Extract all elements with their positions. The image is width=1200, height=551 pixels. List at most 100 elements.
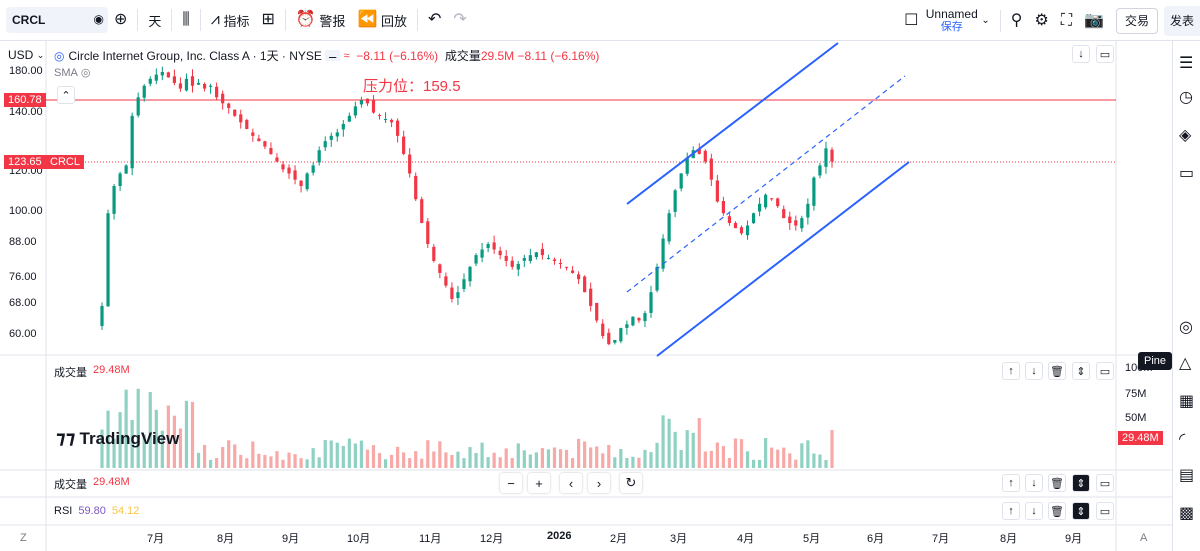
pine-editor-icon[interactable]: △ — [1179, 355, 1192, 372]
add-symbol-button[interactable]: ⊕ — [108, 0, 133, 41]
auto-scale-button[interactable]: A — [1140, 532, 1148, 544]
volume-bar — [148, 392, 152, 468]
volume-bar — [239, 454, 243, 468]
timezone-button[interactable]: Z — [20, 532, 27, 544]
resistance-annotation[interactable]: 压力位：159.5 — [363, 78, 461, 95]
pane-delete-button[interactable]: 🗑 — [1048, 474, 1066, 492]
pane-move-down-button[interactable]: ↓ — [1025, 502, 1043, 520]
volume-bar — [480, 442, 484, 468]
rewind-icon: ⏪ — [357, 11, 378, 28]
volume-bar — [631, 456, 635, 468]
zoom-in-button[interactable]: + — [528, 473, 550, 493]
chart-type-button[interactable]: ⫼ — [176, 0, 195, 41]
target-icon[interactable]: ◎ — [1179, 319, 1193, 336]
chat-icon[interactable]: ▭ — [1179, 165, 1195, 182]
candle-body — [806, 203, 810, 218]
pane-delete-button[interactable]: 🗑 — [1048, 362, 1066, 380]
volume-label[interactable]: 成交量 — [54, 367, 87, 379]
volume-bar — [564, 449, 569, 468]
pane-move-up-button[interactable]: ↑ — [1002, 474, 1020, 492]
eye-off-icon[interactable]: ⚊ — [325, 50, 341, 61]
reset-chart-button[interactable]: ↻ — [620, 473, 642, 493]
volume-bar — [510, 458, 514, 468]
maximize-icon: ▭ — [1099, 477, 1111, 490]
candle-body — [257, 138, 261, 142]
redo-button[interactable]: ↷ — [447, 0, 472, 41]
symbol-options-icon[interactable]: ◉ — [93, 12, 104, 26]
candle-body — [371, 99, 376, 113]
volume-bar — [643, 449, 647, 468]
undo-button[interactable]: ↶ — [422, 0, 447, 41]
alert-button[interactable]: ⏰ 警报 — [290, 0, 352, 41]
volume-bar — [178, 428, 183, 468]
snapshot-button[interactable]: 📷 — [1078, 0, 1110, 41]
candle-body — [414, 175, 418, 200]
pane-maximize-button[interactable]: ▭ — [1096, 362, 1114, 380]
candle-body — [528, 255, 532, 262]
quick-search-button[interactable]: ⚲ — [1005, 0, 1029, 41]
scroll-right-button[interactable]: › — [588, 473, 610, 493]
candle-body — [564, 266, 569, 268]
scroll-left-button[interactable]: ‹ — [560, 473, 582, 493]
volume-bar — [733, 438, 738, 468]
pane-expand-button[interactable]: ⇕ — [1072, 502, 1090, 520]
rsi-value: 59.80 — [78, 505, 106, 517]
volume-bar — [613, 457, 617, 468]
replay-button[interactable]: ⏪ 回放 — [351, 0, 413, 41]
calendar-icon[interactable]: ▦ — [1179, 393, 1195, 410]
publish-button[interactable]: 发表 — [1163, 5, 1200, 36]
symbol-title[interactable]: Circle Internet Group, Inc. Class A · 1天… — [68, 49, 322, 63]
tradingview-logo[interactable]: ⁊⁊ TradingView — [56, 427, 179, 450]
pane-expand-button[interactable]: ⇕ — [1072, 474, 1090, 492]
rsi-label[interactable]: RSI — [54, 505, 73, 517]
zoom-out-button[interactable]: − — [500, 473, 522, 493]
toolbar-divider — [417, 9, 418, 31]
indicators-button[interactable]: ⩘ 指标 — [205, 0, 256, 41]
channel-mid-line[interactable] — [626, 75, 906, 293]
settings-button[interactable]: ⚙ — [1029, 0, 1055, 41]
channel-lower-line[interactable] — [656, 161, 910, 357]
pane-maximize-button[interactable]: ▭ — [1096, 502, 1114, 520]
volume2-label[interactable]: 成交量 — [54, 479, 87, 491]
templates-button[interactable]: ⊞ — [255, 0, 280, 41]
screener-icon[interactable]: ▤ — [1179, 467, 1195, 484]
pane-maximize-button[interactable]: ▭ — [1096, 45, 1114, 63]
pane-move-down-button[interactable]: ↓ — [1072, 45, 1090, 63]
pane-move-up-button[interactable]: ↑ — [1002, 502, 1020, 520]
pane-move-down-button[interactable]: ↓ — [1025, 474, 1043, 492]
chart-canvas[interactable] — [0, 41, 1172, 551]
layout-button[interactable]: ☐ Unnamed 保存 ⌄ — [898, 0, 996, 41]
symbol-search[interactable]: CRCL ◉ — [6, 7, 108, 33]
alerts-clock-icon[interactable]: ◷ — [1179, 89, 1193, 106]
pane-maximize-button[interactable]: ▭ — [1096, 474, 1114, 492]
volume-bar — [311, 448, 315, 468]
pane-delete-button[interactable]: 🗑 — [1048, 502, 1066, 520]
grid-panel-icon[interactable]: ▩ — [1179, 505, 1195, 522]
broadcast-icon[interactable]: ◜ — [1179, 431, 1186, 448]
collapse-legend-button[interactable]: ⌃ — [57, 86, 75, 104]
pane-move-down-button[interactable]: ↓ — [1025, 362, 1043, 380]
layout-name: Unnamed 保存 — [926, 7, 978, 34]
candle-body — [498, 250, 502, 256]
interval-button[interactable]: 天 — [142, 0, 167, 41]
pane-collapse-button[interactable]: ⇕ — [1072, 362, 1090, 380]
sma-legend[interactable]: SMA ◎ — [54, 66, 91, 80]
trade-button[interactable]: 交易 — [1115, 7, 1158, 34]
layers-icon[interactable]: ◈ — [1179, 127, 1192, 144]
channel-upper-line[interactable] — [626, 42, 839, 205]
candle-body — [305, 173, 309, 190]
time-tick: 10月 — [347, 533, 371, 545]
candle-body — [558, 262, 563, 264]
candle-body — [613, 340, 617, 343]
watchlist-icon[interactable]: ☰ — [1179, 55, 1194, 72]
candle-body — [697, 148, 701, 154]
pane-move-up-button[interactable]: ↑ — [1002, 362, 1020, 380]
volume-bar — [456, 451, 460, 468]
eye-off-icon[interactable]: ◎ — [80, 67, 91, 79]
candle-body — [655, 266, 659, 291]
volume-bar — [601, 453, 605, 468]
fullscreen-button[interactable]: ⛶ — [1055, 0, 1078, 41]
chevron-up-icon: ⌃ — [61, 89, 71, 102]
currency-label[interactable]: USD ⌄ — [8, 48, 44, 62]
undo-icon: ↶ — [428, 11, 442, 28]
